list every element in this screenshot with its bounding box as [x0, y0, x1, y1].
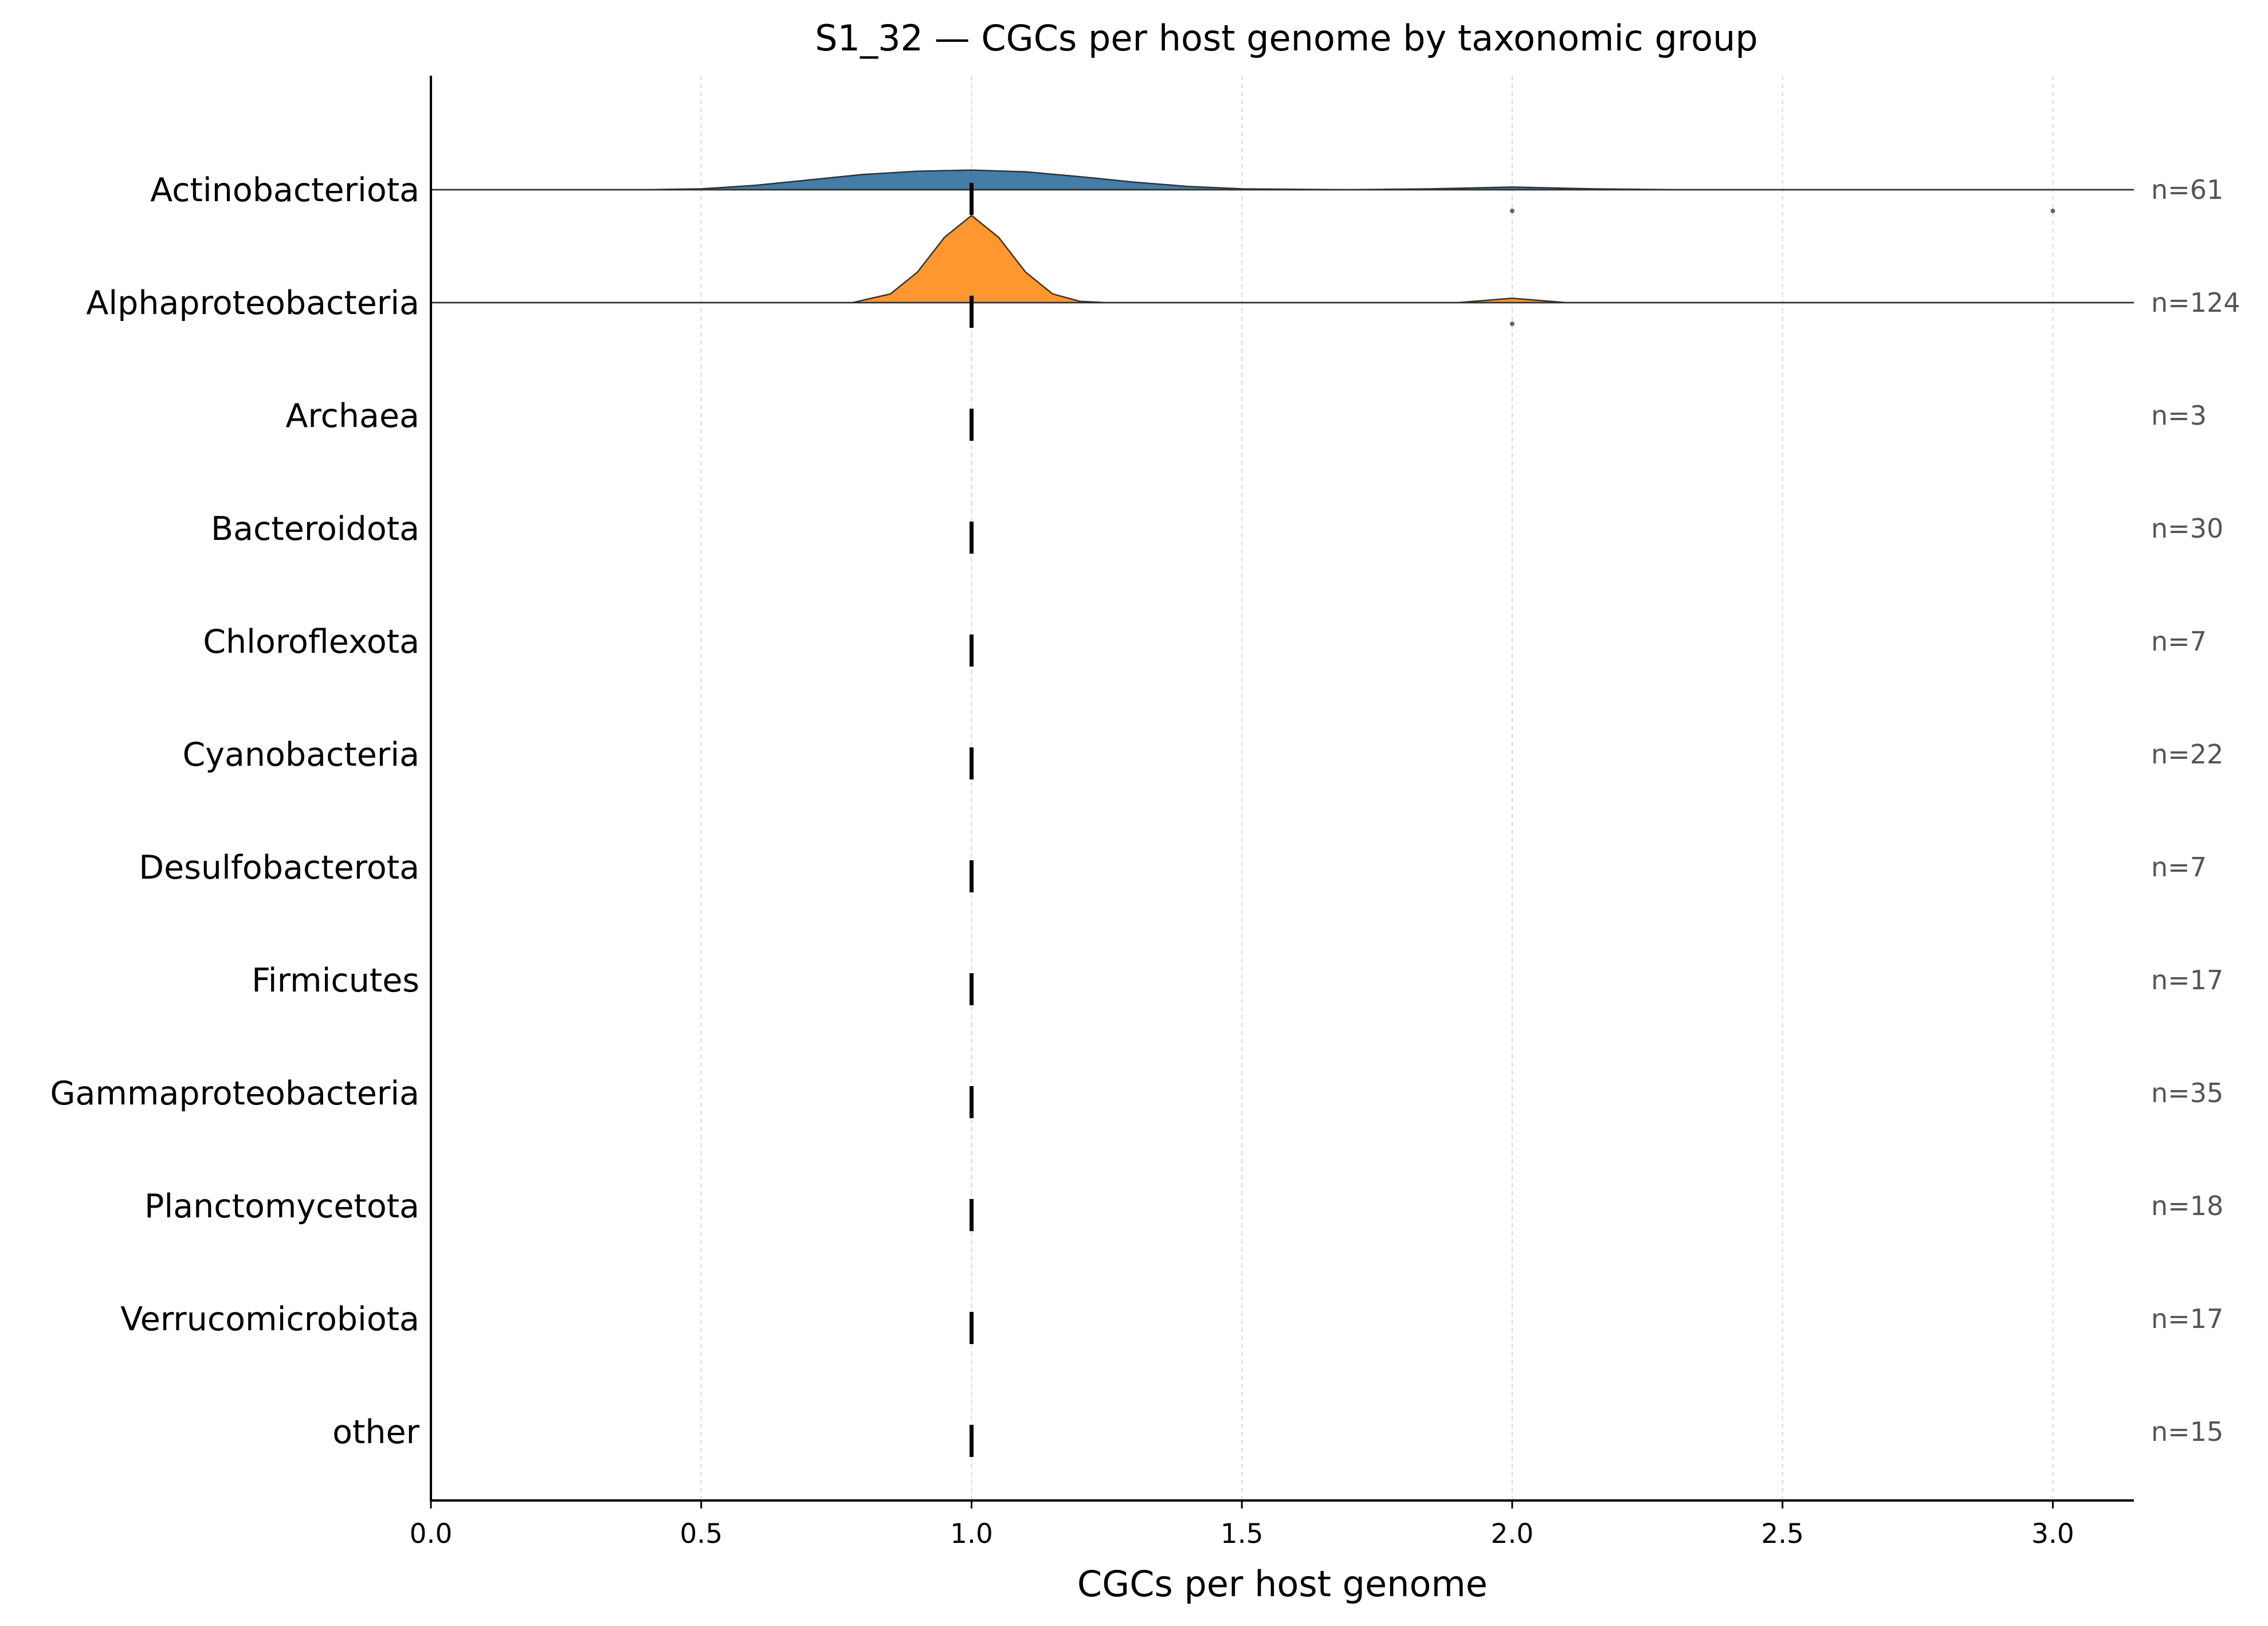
x-tick-label: 2.5 [1761, 1518, 1804, 1550]
category-label: Firmicutes [252, 962, 419, 1000]
n-count-label: n=17 [2151, 1303, 2223, 1334]
density-ridge [431, 169, 2134, 191]
n-count-label: n=61 [2151, 174, 2223, 205]
chart-title: S1_32 — CGCs per host genome by taxonomi… [815, 17, 1757, 59]
x-ticks: 0.0 0.5 1.0 1.5 2.0 2.5 3.0 [410, 1500, 2074, 1550]
outlier-point [1509, 209, 1514, 213]
n-count-label: n=18 [2151, 1190, 2223, 1221]
category-label: Desulfobacterota [139, 849, 419, 887]
n-count-label: n=17 [2151, 965, 2223, 996]
outlier-point [1509, 322, 1514, 326]
category-label: Verrucomicrobiota [120, 1300, 419, 1338]
category-label: Chloroflexota [203, 623, 419, 661]
category-label: Gammaproteobacteria [50, 1075, 419, 1112]
n-count-label: n=15 [2151, 1416, 2223, 1447]
category-labels: Actinobacteriota Alphaproteobacteria Archa… [50, 171, 419, 1451]
x-tick-label: 0.0 [410, 1518, 453, 1550]
x-tick-label: 1.0 [950, 1518, 993, 1550]
n-count-label: n=35 [2151, 1078, 2223, 1108]
category-label: other [332, 1413, 419, 1451]
n-count-label: n=7 [2151, 852, 2207, 883]
n-count-label: n=30 [2151, 513, 2223, 544]
x-tick-label: 0.5 [680, 1518, 723, 1550]
x-tick-label: 3.0 [2031, 1518, 2074, 1550]
ridges [431, 169, 2134, 326]
density-ridge [431, 214, 2134, 304]
n-count-label: n=7 [2151, 626, 2207, 657]
n-count-label: n=124 [2151, 287, 2240, 318]
n-count-label: n=22 [2151, 739, 2223, 770]
category-label: Alphaproteobacteria [86, 284, 419, 322]
category-label: Cyanobacteria [182, 736, 419, 774]
n-count-label: n=3 [2151, 400, 2207, 431]
category-label: Actinobacteriota [150, 171, 419, 209]
x-tick-label: 1.5 [1221, 1518, 1264, 1550]
outlier-point [2050, 209, 2055, 213]
x-axis-label: CGCs per host genome [1077, 1563, 1488, 1605]
x-tick-label: 2.0 [1491, 1518, 1534, 1550]
n-labels: n=61 n=124 n=3 n=30 n=7 n=22 n=7 n=17 n=35 n=18 n=… [2151, 174, 2240, 1447]
category-label: Archaea [285, 397, 419, 435]
category-label: Planctomycetota [144, 1188, 419, 1225]
category-label: Bacteroidota [211, 510, 419, 548]
